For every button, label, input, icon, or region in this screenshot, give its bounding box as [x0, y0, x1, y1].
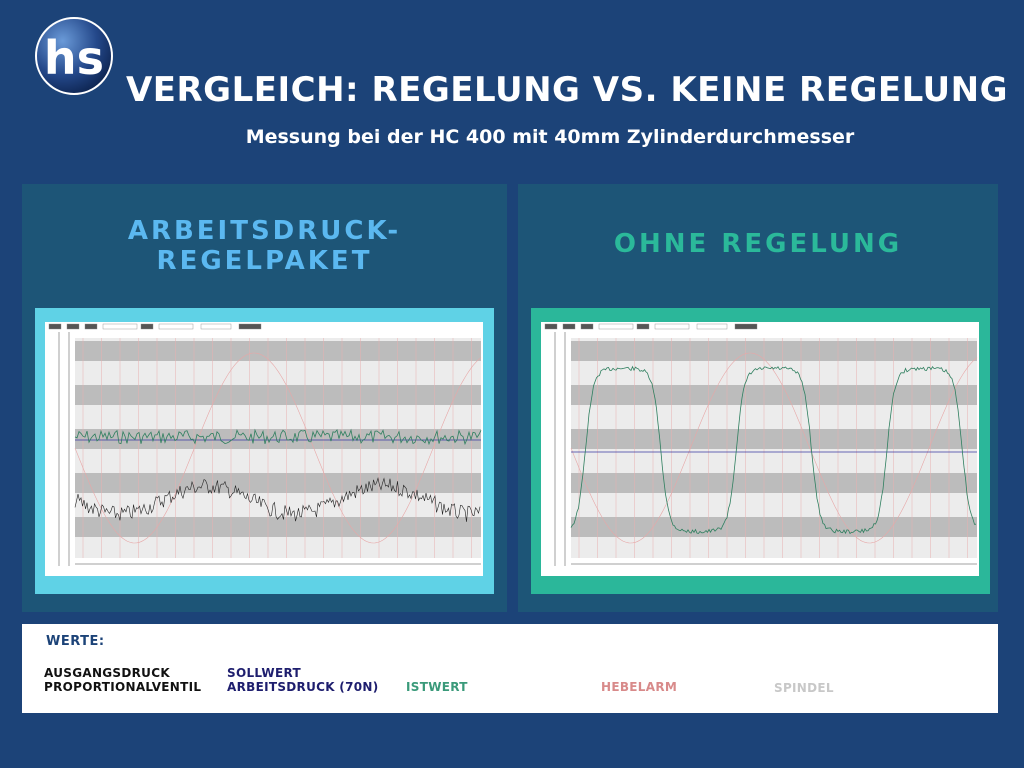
toolbar-button	[200, 323, 232, 330]
toolbar-button	[66, 323, 80, 330]
toolbar-button	[562, 323, 576, 330]
hebelarm-line	[570, 352, 978, 544]
page-subtitle: Messung bei der HC 400 mit 40mm Zylinder…	[245, 126, 855, 148]
plot-band	[75, 473, 481, 493]
legend-item-istwert: ISTWERT	[406, 680, 468, 694]
toolbar-button	[238, 323, 262, 330]
toolbar-button	[654, 323, 690, 330]
plot-band	[75, 341, 481, 361]
page-title: VERGLEICH: REGELUNG VS. KEINE REGELUNG	[125, 70, 1009, 110]
toolbar-button	[544, 323, 558, 330]
plot-band	[571, 429, 977, 449]
toolbar-button	[48, 323, 62, 330]
toolbar-button	[598, 323, 634, 330]
measurement-frame-left	[35, 308, 494, 594]
toolbar-button	[636, 323, 650, 330]
toolbar-button	[84, 323, 98, 330]
plot-band	[75, 429, 481, 449]
legend-item-sollwert: SOLLWERT ARBEITSDRUCK (70N)	[227, 666, 379, 694]
toolbar-button	[158, 323, 194, 330]
plot-band	[571, 473, 977, 493]
measurement-plot-left	[48, 323, 482, 566]
toolbar-button	[140, 323, 154, 330]
panel-without-control: OHNE REGELUNG	[518, 184, 998, 612]
toolbar-button	[696, 323, 728, 330]
istwert-line	[74, 428, 482, 446]
plot-band	[571, 517, 977, 537]
legend-item-spindel: SPINDEL	[774, 681, 834, 695]
plot-band	[571, 341, 977, 361]
panel-title-left-line1: ARBEITSDRUCK-	[127, 216, 402, 246]
measurement-screenshot-right	[541, 322, 979, 576]
measurement-plot-right	[544, 323, 978, 566]
ausgangsdruck-line	[74, 477, 481, 522]
legend-box: WERTE: AUSGANGSDRUCK PROPORTIONALVENTIL …	[22, 624, 998, 713]
hebelarm-line	[74, 352, 482, 544]
measurement-screenshot-left	[45, 322, 483, 576]
plot-band	[75, 385, 481, 405]
plot-band	[75, 517, 481, 537]
legend-heading: WERTE:	[46, 634, 105, 649]
hs-logo: hs	[35, 17, 113, 95]
panel-with-control: ARBEITSDRUCK- REGELPAKET	[22, 184, 507, 612]
toolbar-button	[580, 323, 594, 330]
legend-item-hebelarm: HEBELARM	[601, 680, 678, 694]
toolbar-button	[734, 323, 758, 330]
istwert-line	[570, 365, 977, 535]
plot-band	[571, 385, 977, 405]
panel-title-left-line2: REGELPAKET	[156, 246, 373, 276]
toolbar-button	[102, 323, 138, 330]
svg-text:hs: hs	[44, 31, 104, 85]
legend-item-ausgangsdruck: AUSGANGSDRUCK PROPORTIONALVENTIL	[44, 666, 202, 694]
panel-title-right: OHNE REGELUNG	[613, 229, 903, 259]
panel-title-left: ARBEITSDRUCK- REGELPAKET	[22, 216, 507, 276]
measurement-frame-right	[531, 308, 990, 594]
